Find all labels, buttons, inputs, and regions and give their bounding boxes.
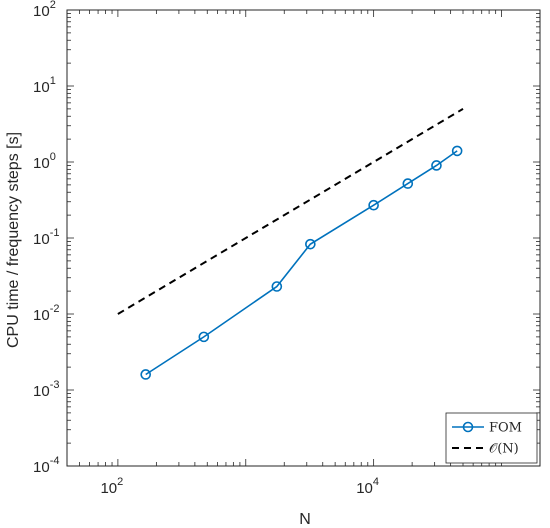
y-tick-label: 10-1 bbox=[33, 227, 59, 248]
data-point bbox=[305, 238, 316, 250]
y-tick-label-exp: -3 bbox=[50, 379, 60, 391]
y-tick-label: 10-4 bbox=[33, 455, 59, 476]
x-tick-label: 102 bbox=[100, 476, 123, 497]
y-tick-label-exp: -2 bbox=[50, 303, 60, 315]
legend-marker-0 bbox=[462, 421, 474, 433]
data-point bbox=[451, 145, 463, 157]
y-tick-label: 102 bbox=[33, 0, 56, 20]
y-axis-label: CPU time / frequency steps [s] bbox=[5, 132, 22, 348]
series-layer bbox=[117, 108, 464, 380]
y-tick-label-base: 10 bbox=[33, 79, 50, 96]
series-line-1 bbox=[117, 108, 464, 315]
x-tick-label-base: 10 bbox=[100, 480, 117, 497]
y-tick-label-exp: -1 bbox=[50, 227, 60, 239]
series-line-0 bbox=[145, 150, 458, 376]
x-tick-label: 104 bbox=[356, 476, 379, 497]
x-axis-label: N bbox=[299, 511, 311, 528]
legend-box bbox=[445, 412, 538, 464]
y-tick-label-exp: 2 bbox=[50, 0, 56, 11]
data-point bbox=[271, 281, 283, 292]
data-point bbox=[431, 160, 442, 171]
y-tick-label: 101 bbox=[33, 75, 56, 96]
legend-label-1: 𝒪(N) bbox=[489, 442, 519, 457]
y-tick-label-base: 10 bbox=[33, 459, 50, 476]
x-tick-label-exp: 4 bbox=[373, 476, 379, 488]
y-tick-label-exp: 1 bbox=[50, 75, 56, 87]
data-point bbox=[368, 199, 379, 211]
y-tick-label-base: 10 bbox=[33, 155, 50, 172]
x-tick-label-exp: 2 bbox=[117, 476, 123, 488]
y-tick-label: 100 bbox=[33, 151, 56, 172]
y-tick-label-base: 10 bbox=[33, 3, 50, 20]
y-tick-label: 10-3 bbox=[33, 379, 59, 400]
legend-label-0: FOM bbox=[489, 421, 522, 436]
y-tick-label-base: 10 bbox=[33, 307, 50, 324]
y-tick-label-exp: -4 bbox=[50, 455, 60, 467]
data-point bbox=[402, 178, 414, 189]
y-tick-label: 10-2 bbox=[33, 303, 59, 324]
plot-area bbox=[67, 10, 540, 466]
data-point bbox=[198, 331, 210, 343]
y-tick-label-exp: 0 bbox=[50, 151, 56, 163]
y-tick-label-base: 10 bbox=[33, 231, 50, 248]
y-tick-label-base: 10 bbox=[33, 383, 50, 400]
legend: FOM 𝒪(N) bbox=[445, 412, 538, 464]
data-point bbox=[140, 369, 151, 380]
x-tick-label-base: 10 bbox=[356, 480, 373, 497]
plot-background bbox=[67, 10, 540, 466]
